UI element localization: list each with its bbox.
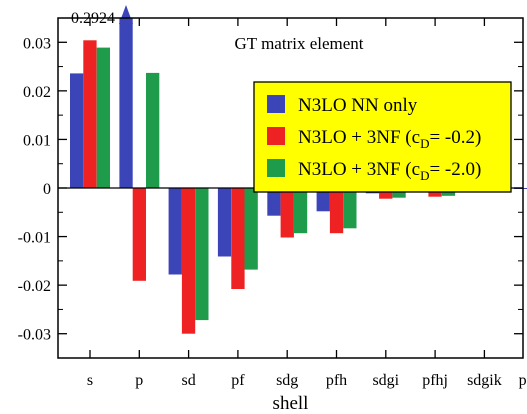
x-tick-label: p: [135, 372, 143, 389]
legend: N3LO NN only N3LO + 3NF (cD= -0.2) N3LO + …: [253, 81, 512, 193]
legend-label-2: N3LO + 3NF (cD= -0.2): [298, 127, 481, 151]
bar-pfh-series-3: [343, 188, 357, 229]
bar-sdgi-series-2: [379, 188, 393, 199]
legend-swatch-1: [267, 95, 285, 113]
bar-sd-series-1: [168, 188, 182, 275]
overflow-arrow-head: [119, 5, 133, 24]
x-tick-label: s: [87, 372, 93, 389]
bar-pf-series-3: [244, 188, 258, 270]
bar-pfh-series-1: [316, 188, 330, 212]
bar-pf-series-1: [217, 188, 232, 257]
y-tick-label: 0.02: [23, 84, 51, 101]
x-axis: s p sd pf sdg pfh sdgi pfhj sdgik pfhjl: [87, 18, 527, 389]
x-tick-label: sd: [181, 372, 195, 389]
x-tick-label: sdgik: [467, 372, 502, 389]
bar-pf-series-2: [231, 188, 245, 289]
bar-sdg-series-2: [280, 188, 294, 238]
bar-p-series-2: [132, 188, 146, 281]
x-tick-label: pfh: [326, 372, 347, 389]
y-tick-label: -0.03: [18, 327, 51, 344]
x-axis-label: shell: [273, 393, 309, 414]
x-tick-label: pfhj: [422, 372, 448, 389]
bar-sdg-series-1: [267, 188, 281, 216]
y-tick-label: 0.01: [23, 132, 51, 149]
chart-title: GT matrix element: [234, 34, 363, 53]
bar-s-series-2: [83, 40, 97, 188]
legend-swatch-2: [267, 127, 285, 145]
y-tick-label: -0.02: [18, 278, 51, 295]
y-tick-label: 0.03: [23, 35, 51, 52]
legend-label-1: N3LO NN only: [298, 95, 418, 116]
overflow-value-label: 0.2924: [71, 10, 115, 27]
y-tick-label: 0: [43, 181, 51, 198]
overflow-arrow: [119, 5, 133, 24]
bar-s-series-3: [96, 47, 110, 188]
bar-s-series-1: [70, 73, 84, 188]
bar-pfh-series-2: [329, 188, 344, 234]
bar-sdgi-series-3: [392, 188, 406, 198]
bar-sd-series-2: [181, 188, 196, 334]
legend-swatch-3: [267, 159, 285, 177]
bar-sdg-series-3: [293, 188, 308, 234]
y-axis: -0.03 -0.02 -0.01 0 0.01 0.02 0.03: [18, 35, 523, 344]
bar-p-series-1: [119, 18, 133, 188]
x-tick-label: pf: [231, 372, 245, 389]
x-tick-label: sdg: [276, 372, 298, 389]
bar-sd-series-3: [195, 188, 209, 321]
y-tick-label: -0.01: [18, 230, 51, 247]
bars-layer: [70, 18, 527, 334]
x-tick-label: pfhjl: [519, 372, 527, 389]
legend-label-3: N3LO + 3NF (cD= -2.0): [298, 159, 481, 183]
bar-p-series-3: [146, 72, 160, 188]
x-tick-label: sdgi: [372, 372, 399, 389]
legend-box: [253, 81, 512, 193]
